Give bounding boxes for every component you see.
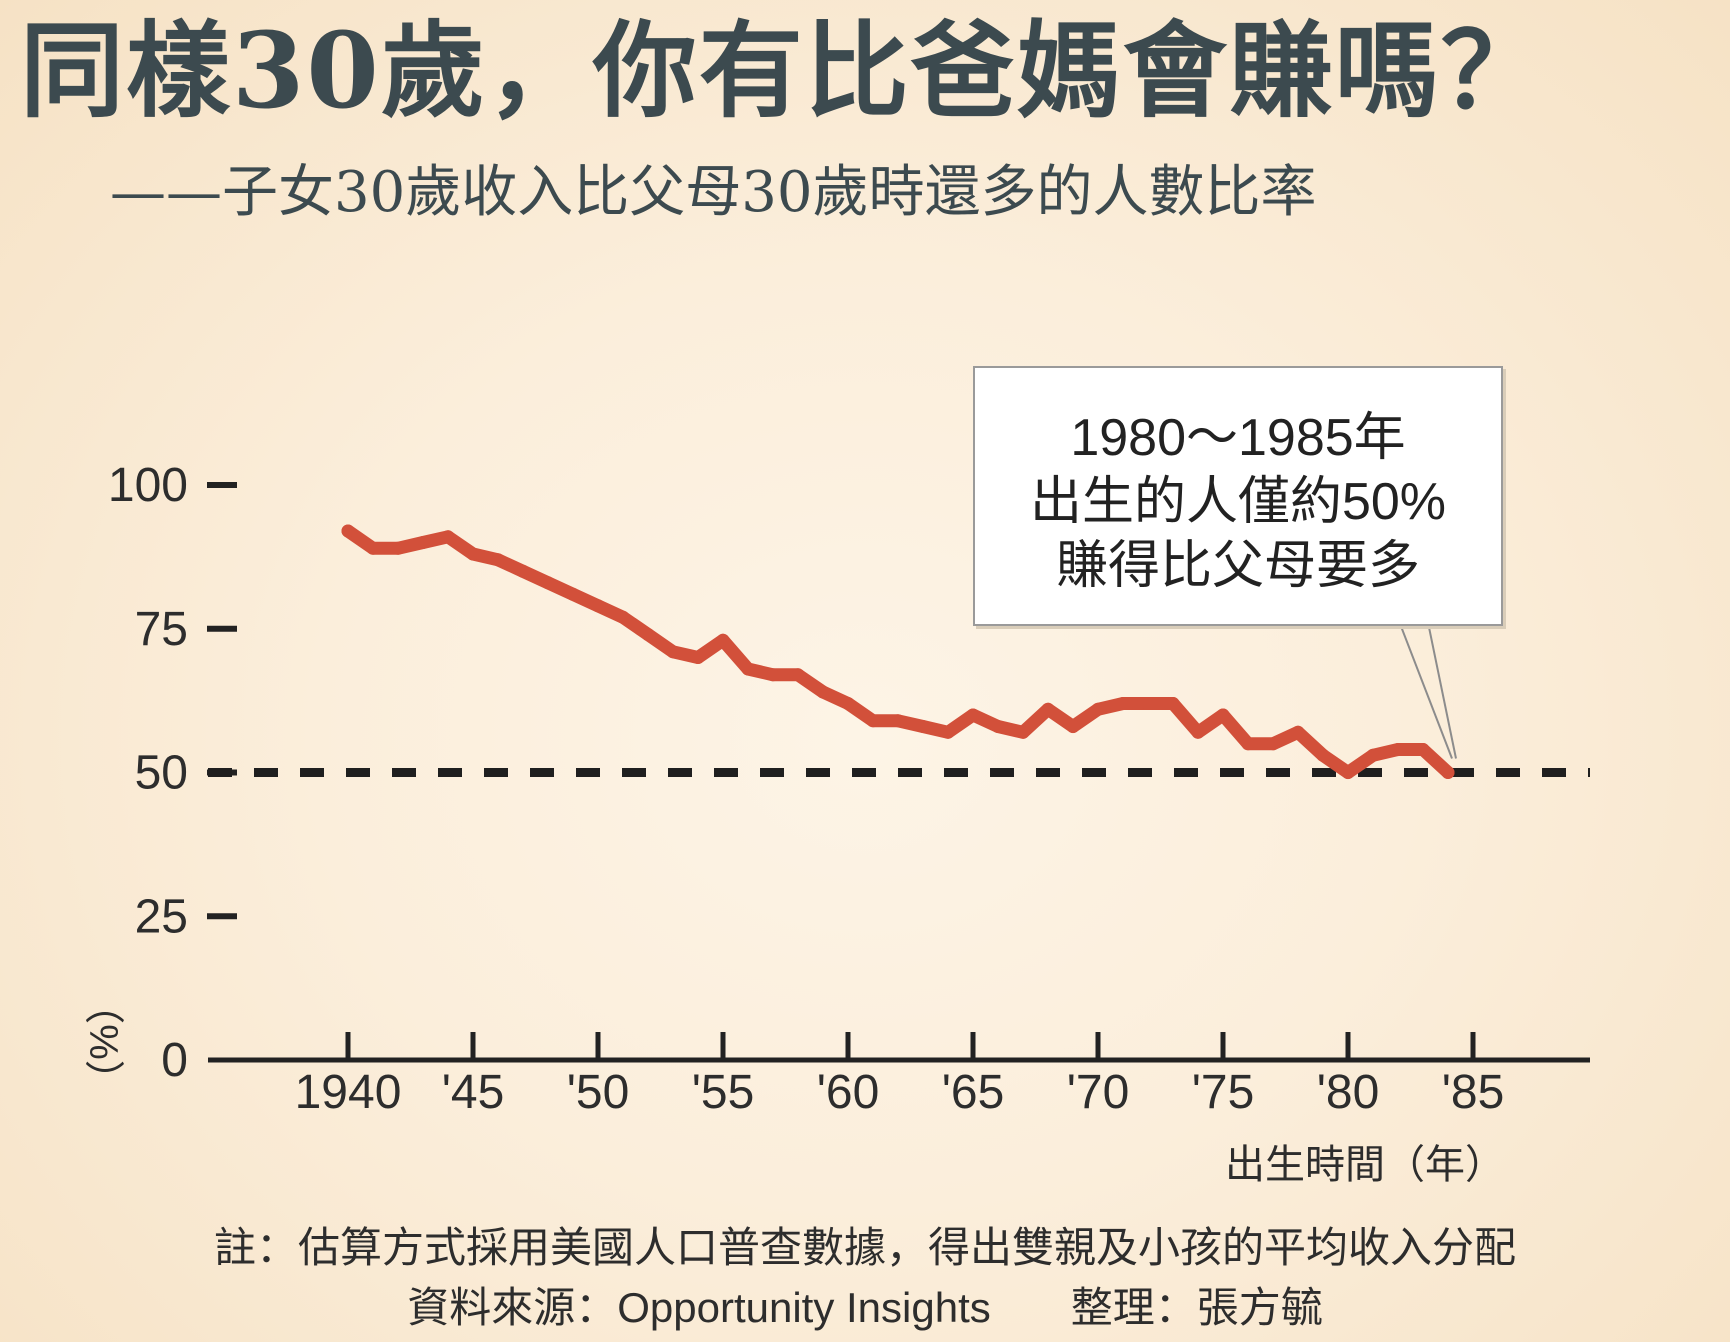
- data-point: [616, 610, 630, 624]
- data-point: [1241, 737, 1255, 751]
- y-tick-label: 100: [108, 459, 188, 512]
- x-tick-label: 1940: [295, 1066, 402, 1119]
- data-point: [1166, 697, 1180, 710]
- x-tick-label: '65: [942, 1066, 1005, 1119]
- data-point: [716, 633, 730, 647]
- data-point: [416, 536, 430, 549]
- data-point: [866, 714, 880, 728]
- page-subtitle: ——子女30歲收入比父母30歲時還多的人數比率: [110, 160, 1317, 225]
- data-point: [1441, 766, 1455, 779]
- y-tick-label: 0: [161, 1034, 188, 1087]
- data-point: [766, 668, 780, 682]
- data-point: [991, 720, 1005, 733]
- y-tick-label: 75: [135, 603, 188, 656]
- x-tick-label: '60: [817, 1066, 880, 1119]
- data-point: [1341, 766, 1355, 779]
- x-tick-label: '70: [1067, 1066, 1130, 1119]
- data-point: [666, 645, 680, 659]
- annotation-line-1: 1980～1985年: [1070, 409, 1406, 467]
- x-tick-label: '45: [442, 1066, 505, 1119]
- x-tick-label: '85: [1442, 1066, 1505, 1119]
- callout-pointer-left: [1391, 602, 1453, 759]
- data-source: 資料來源：Opportunity Insights: [407, 1284, 991, 1331]
- data-point: [916, 720, 930, 733]
- x-tick-label: '50: [567, 1066, 630, 1119]
- data-point: [1091, 702, 1105, 716]
- data-point: [516, 564, 530, 578]
- annotation-line-2: 出生的人僅約50%: [1029, 473, 1447, 531]
- annotation-line-3: 賺得比父母要多: [1055, 537, 1420, 595]
- data-point: [591, 599, 605, 613]
- footnote: 註：估算方式採用美國人口普查數據，得出雙親及小孩的平均收入分配: [213, 1224, 1516, 1271]
- data-point: [816, 685, 830, 699]
- y-axis-label: （%）: [81, 984, 125, 1100]
- data-point: [366, 541, 380, 555]
- data-point: [641, 628, 655, 641]
- data-point: [1266, 737, 1280, 751]
- data-point: [1041, 702, 1055, 716]
- x-axis-label: 出生時間（年）: [1225, 1142, 1505, 1188]
- data-point: [1366, 748, 1380, 762]
- data-point: [441, 530, 455, 544]
- data-point: [1116, 697, 1130, 710]
- data-point: [891, 714, 905, 728]
- data-point: [1141, 697, 1155, 710]
- x-tick-label: '75: [1192, 1066, 1255, 1119]
- data-point: [966, 708, 980, 722]
- data-point: [741, 662, 755, 676]
- annotation-callout: 1980～1985年 出生的人僅約50% 賺得比父母要多: [973, 366, 1503, 626]
- data-point: [841, 697, 855, 710]
- data-point: [1416, 743, 1430, 756]
- x-tick-label: '55: [692, 1066, 755, 1119]
- data-point: [691, 651, 705, 664]
- data-point: [566, 587, 580, 601]
- callout-pointer-right: [1423, 602, 1457, 759]
- data-point: [1291, 725, 1305, 739]
- x-tick-label: '80: [1317, 1066, 1380, 1119]
- data-point: [791, 668, 805, 682]
- y-tick-label: 25: [135, 890, 188, 943]
- data-point: [341, 524, 355, 538]
- credits: 資料來源：Opportunity Insights 整理：張方毓: [0, 1280, 1730, 1336]
- data-point: [541, 576, 555, 590]
- y-tick-label: 50: [135, 747, 188, 800]
- data-point: [1216, 708, 1230, 722]
- data-point: [1191, 725, 1205, 739]
- data-point: [1016, 725, 1030, 739]
- data-point: [941, 725, 955, 739]
- data-point: [491, 553, 505, 567]
- data-point: [1391, 743, 1405, 756]
- data-point: [1066, 720, 1080, 733]
- data-point: [391, 541, 405, 555]
- page-title: 同樣30歲，你有比爸媽會賺嗎？: [20, 9, 1547, 132]
- editor-credit: 整理：張方毓: [1070, 1284, 1323, 1331]
- data-point: [466, 547, 480, 561]
- data-point: [1316, 748, 1330, 762]
